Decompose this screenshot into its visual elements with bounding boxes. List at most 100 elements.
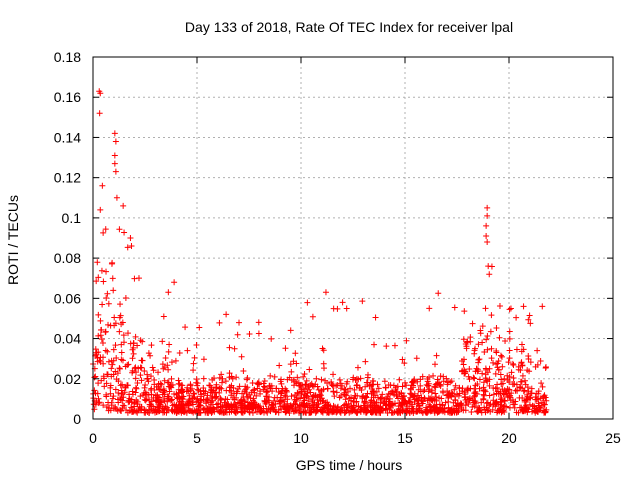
data-point	[238, 396, 245, 403]
data-point	[204, 405, 211, 412]
data-point	[413, 355, 420, 362]
data-point	[255, 330, 262, 337]
data-point	[539, 303, 546, 310]
data-point	[168, 375, 175, 382]
data-point	[90, 401, 97, 408]
data-point	[490, 384, 497, 391]
data-point	[333, 382, 340, 389]
data-point	[499, 363, 506, 370]
data-point	[495, 357, 502, 364]
data-point	[475, 341, 482, 348]
data-point	[486, 382, 493, 389]
data-point	[506, 386, 513, 393]
data-point	[147, 387, 154, 394]
data-point	[176, 395, 183, 402]
data-point	[109, 395, 116, 402]
data-point	[529, 408, 536, 415]
data-point	[511, 401, 518, 408]
data-point	[414, 401, 421, 408]
data-point	[479, 323, 486, 330]
data-point	[417, 382, 424, 389]
data-point	[309, 313, 316, 320]
data-point	[112, 168, 119, 175]
data-point	[339, 382, 346, 389]
data-point	[145, 350, 152, 357]
data-point	[315, 386, 322, 393]
data-point	[176, 404, 183, 411]
data-point	[505, 359, 512, 366]
data-point	[121, 229, 128, 236]
y-tick-label: 0.16	[54, 89, 81, 105]
data-point	[161, 389, 168, 396]
data-point	[112, 320, 119, 327]
data-point	[147, 373, 154, 380]
data-point	[97, 358, 104, 365]
data-point	[480, 387, 487, 394]
data-point	[512, 398, 519, 405]
data-point	[263, 408, 270, 415]
data-point	[495, 367, 502, 374]
data-point	[193, 341, 200, 348]
data-point	[124, 330, 131, 337]
data-point	[208, 387, 215, 394]
data-point	[146, 396, 153, 403]
data-point	[426, 403, 433, 410]
data-point	[212, 389, 219, 396]
data-point	[368, 390, 375, 397]
data-point	[269, 405, 276, 412]
data-point	[100, 278, 107, 285]
data-point	[399, 383, 406, 390]
data-point	[437, 382, 444, 389]
data-point	[306, 366, 313, 373]
chart-title: Day 133 of 2018, Rate Of TEC Index for r…	[185, 19, 513, 35]
y-tick-label: 0.18	[54, 49, 81, 65]
data-point	[95, 349, 102, 356]
data-point	[539, 383, 546, 390]
data-point	[410, 384, 417, 391]
x-tick-label: 20	[501, 430, 517, 446]
data-point	[518, 360, 525, 367]
data-point	[260, 380, 267, 387]
data-point	[333, 389, 340, 396]
data-point	[471, 375, 478, 382]
data-point	[160, 395, 167, 402]
data-point	[133, 369, 140, 376]
data-point	[196, 409, 203, 416]
data-point	[251, 386, 258, 393]
data-point	[208, 401, 215, 408]
data-point	[392, 384, 399, 391]
data-point	[193, 398, 200, 405]
data-point	[484, 204, 491, 211]
data-point	[113, 194, 120, 201]
plot-frame	[92, 56, 614, 420]
data-point	[297, 395, 304, 402]
data-point	[432, 381, 439, 388]
data-point	[164, 362, 171, 369]
data-point	[488, 355, 495, 362]
data-point	[119, 402, 126, 409]
data-point	[162, 355, 169, 362]
data-point	[486, 271, 493, 278]
data-point	[118, 390, 125, 397]
data-point	[112, 404, 119, 411]
data-point	[105, 399, 112, 406]
data-point	[96, 399, 103, 406]
data-point	[513, 409, 520, 416]
data-point	[112, 368, 119, 375]
data-point	[100, 229, 107, 236]
data-point	[245, 402, 252, 409]
data-point	[486, 402, 493, 409]
data-point	[349, 376, 356, 383]
data-point	[448, 407, 455, 414]
data-point	[498, 353, 505, 360]
data-point	[232, 409, 239, 416]
data-point	[520, 303, 527, 310]
data-point	[459, 385, 466, 392]
data-point	[484, 239, 491, 246]
data-point	[473, 408, 480, 415]
data-point	[207, 382, 214, 389]
y-axis-ticks: 0 0.02 0.04 0.06 0.08 0.1 0.12 0.14 0.16 0.18	[54, 49, 613, 427]
data-point	[138, 403, 145, 410]
data-point	[452, 397, 459, 404]
